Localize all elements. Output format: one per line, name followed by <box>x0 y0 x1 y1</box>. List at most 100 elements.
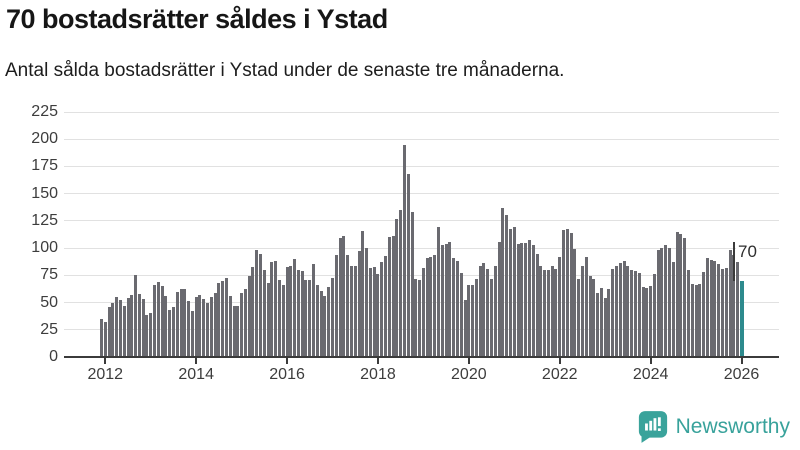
bar <box>471 285 475 357</box>
bar <box>709 260 713 357</box>
bar <box>277 279 281 357</box>
x-axis-tick-2026 <box>740 358 743 364</box>
x-axis-label-2022: 2022 <box>541 366 578 383</box>
bar <box>289 265 293 357</box>
bar <box>637 273 641 357</box>
bar <box>573 249 577 357</box>
bar <box>736 251 740 357</box>
bar <box>293 259 297 357</box>
bar <box>429 256 433 357</box>
bar <box>641 287 645 357</box>
bar <box>618 263 622 357</box>
bar <box>270 262 274 357</box>
x-axis-label-2014: 2014 <box>178 366 214 383</box>
bar <box>732 254 736 357</box>
bar <box>615 265 619 357</box>
bar <box>520 242 524 357</box>
bar-latest <box>740 280 744 357</box>
bar <box>463 300 467 357</box>
bar <box>134 275 138 357</box>
bar <box>331 277 334 357</box>
bar <box>452 257 456 357</box>
bar <box>368 267 372 357</box>
bar <box>440 244 444 357</box>
bar <box>577 278 581 357</box>
bar <box>266 282 270 357</box>
bar <box>130 294 134 357</box>
bar <box>607 289 611 357</box>
bar <box>240 292 244 357</box>
bar <box>391 236 395 357</box>
bar <box>694 285 698 357</box>
bar <box>505 215 509 357</box>
bar <box>668 248 672 357</box>
bar <box>705 257 709 357</box>
bar <box>490 278 494 357</box>
brand-name: Newsworthy <box>675 415 790 438</box>
y-axis-label-0: 0 <box>49 348 58 365</box>
x-axis-label-2020: 2020 <box>451 366 487 383</box>
x-axis-tick-2018 <box>376 358 379 364</box>
bar <box>126 298 130 357</box>
bar <box>698 284 702 357</box>
bar <box>300 270 304 357</box>
gridline-125 <box>64 220 779 222</box>
bar <box>217 282 221 357</box>
newsworthy-logo-icon <box>638 411 667 443</box>
y-axis-label-150: 150 <box>31 184 58 202</box>
bar <box>145 314 149 357</box>
bar <box>202 299 206 357</box>
bar <box>243 289 247 357</box>
gridline-150 <box>64 193 779 195</box>
bar <box>160 286 164 357</box>
y-axis-label-50: 50 <box>40 293 58 311</box>
bar <box>588 276 592 357</box>
bar <box>630 269 634 357</box>
bar <box>486 268 490 357</box>
bar <box>115 297 119 357</box>
bar <box>319 290 323 357</box>
bar <box>554 268 558 357</box>
bar <box>137 293 141 357</box>
bar <box>565 228 569 357</box>
bar <box>103 322 107 357</box>
bar <box>702 272 706 357</box>
bar <box>232 305 236 357</box>
bar <box>437 227 441 357</box>
bar <box>599 288 603 357</box>
bar <box>315 285 319 357</box>
bar <box>111 302 115 357</box>
y-axis-label-125: 125 <box>31 211 58 229</box>
bar <box>247 276 251 357</box>
bar <box>118 300 122 357</box>
bar <box>153 285 157 357</box>
brand-footer[interactable]: Newsworthy <box>638 410 790 444</box>
bar <box>349 265 353 357</box>
bar <box>414 278 418 357</box>
bar <box>171 306 175 357</box>
last-value-leader-line <box>733 242 735 281</box>
bar <box>376 274 380 357</box>
bar <box>671 262 675 357</box>
x-axis-tick-2020 <box>467 358 470 364</box>
bar <box>255 250 259 357</box>
gridline-175 <box>64 165 779 167</box>
bar <box>228 296 232 357</box>
bar <box>683 238 687 357</box>
bar <box>580 265 584 357</box>
bar <box>717 264 721 357</box>
bar <box>664 244 668 357</box>
bar <box>190 311 194 357</box>
gridline-200 <box>64 138 779 140</box>
bar <box>198 294 202 357</box>
gridline-25 <box>64 329 779 331</box>
bar <box>516 243 520 357</box>
bar <box>444 243 448 357</box>
bar <box>728 250 732 357</box>
bar <box>342 236 346 357</box>
bar <box>221 280 225 357</box>
bar <box>399 210 403 357</box>
bar <box>531 244 535 357</box>
bar <box>308 279 312 357</box>
